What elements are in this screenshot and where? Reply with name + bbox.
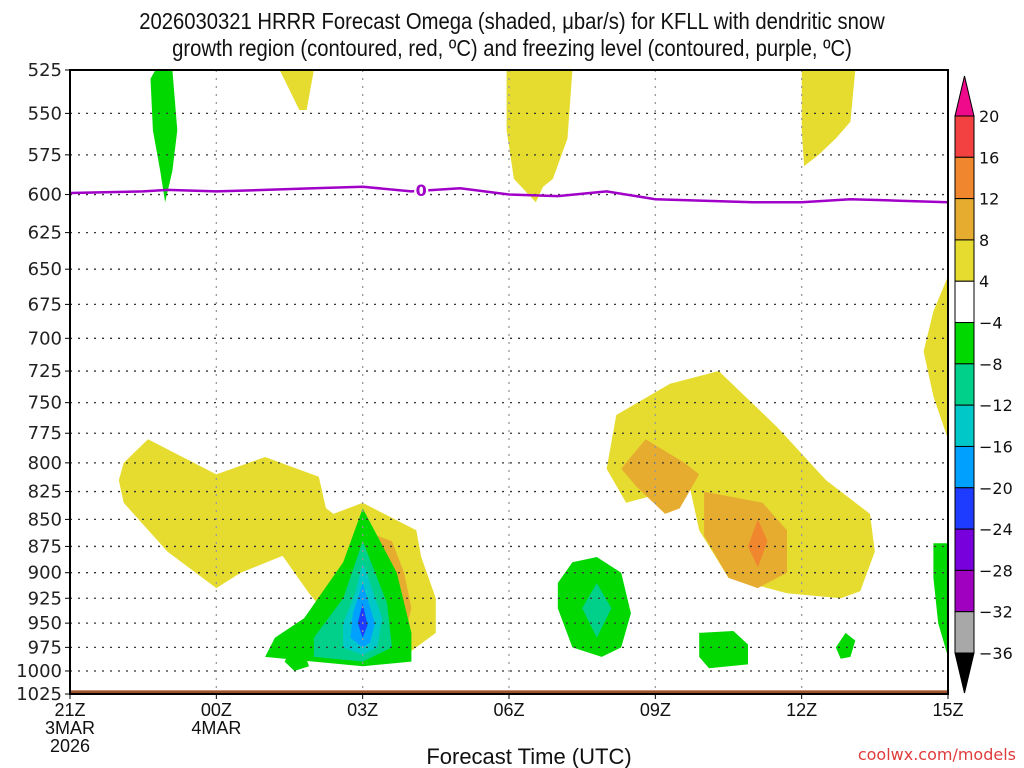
colorbar-bin	[954, 528, 975, 571]
y-tick-label: 650	[28, 259, 62, 280]
colorbar-bin	[954, 487, 975, 530]
freezing-level-label: 0	[416, 181, 427, 200]
colorbar-bin	[954, 115, 975, 158]
colorbar-label: 12	[979, 190, 999, 209]
colorbar-min-arrow	[954, 652, 975, 694]
y-tick-label: 725	[28, 361, 62, 382]
chart-title-line-1: 2026030321 HRRR Forecast Omega (shaded, …	[139, 8, 885, 34]
colorbar-bin	[954, 445, 975, 489]
colorbar-label: −12	[979, 396, 1013, 415]
y-axis: 525 550 575 600 625 650 675 700 725 750 775 800 825 8…	[16, 60, 70, 705]
x-axis-label: Forecast Time (UTC)	[426, 744, 631, 768]
x-tick-label: 09Z	[640, 700, 671, 720]
omega-region	[699, 631, 748, 669]
y-tick-label: 1000	[16, 661, 62, 682]
colorbar-bin	[954, 156, 975, 200]
y-tick-label: 675	[28, 294, 62, 315]
colorbar-label: 16	[979, 148, 999, 167]
x-tick-label: 12Z	[786, 700, 817, 720]
y-tick-label: 800	[28, 453, 62, 474]
omega-region	[933, 543, 948, 657]
colorbar-max-arrow	[954, 75, 975, 117]
colorbar-bin	[954, 198, 975, 241]
freezing-level-label-bg	[414, 180, 429, 199]
colorbar-label: −36	[979, 644, 1013, 663]
y-tick-label: 900	[28, 563, 62, 584]
colorbar-label: −28	[979, 561, 1013, 580]
colorbar-bin	[954, 280, 975, 324]
y-tick-label: 550	[28, 103, 62, 124]
chart-title: 2026030321 HRRR Forecast Omega (shaded, …	[61, 8, 962, 62]
chart-title-line-2: growth region (contoured, red, ºC) and f…	[172, 35, 852, 61]
colorbar-bin	[954, 404, 975, 447]
x-tick-label: 03Z	[347, 700, 378, 720]
freezing-level-line	[69, 185, 949, 204]
x-tick-label: 3MAR	[45, 718, 95, 738]
colorbar: 20 16 12 8 4 −4 −8 −12 −16 −20 −24 −28 −32 −36	[954, 75, 1013, 694]
x-tick-label: 06Z	[493, 700, 524, 720]
omega-region	[279, 70, 314, 110]
freezing-level-contour: 0	[69, 180, 949, 204]
colorbar-bin	[954, 322, 975, 365]
colorbar-label: 4	[979, 272, 989, 291]
colorbar-label: −8	[979, 355, 1003, 374]
omega-region	[748, 519, 768, 568]
x-tick-label: 2026	[50, 736, 90, 756]
y-tick-label: 875	[28, 536, 62, 557]
x-tick-label: 00Z	[201, 700, 232, 720]
colorbar-bin	[954, 363, 975, 406]
colorbar-bin	[954, 569, 975, 613]
y-tick-label: 700	[28, 328, 62, 349]
omega-region	[801, 70, 856, 167]
omega-region	[506, 70, 573, 203]
omega-region	[606, 371, 875, 599]
colorbar-label: 8	[979, 231, 989, 250]
colorbar-label: −24	[979, 520, 1013, 539]
y-tick-label: 950	[28, 613, 62, 634]
terrain-layer	[70, 690, 948, 694]
omega-region	[835, 632, 856, 659]
omega-region	[923, 276, 948, 440]
y-tick-label: 1025	[16, 684, 62, 705]
colorbar-label: −20	[979, 479, 1013, 498]
y-tick-label: 600	[28, 185, 62, 206]
colorbar-label: −4	[979, 314, 1003, 333]
omega-region	[621, 439, 700, 514]
omega-region	[150, 70, 178, 203]
y-tick-label: 825	[28, 482, 62, 503]
omega-region	[284, 642, 309, 671]
x-tick-label: 21Z	[54, 700, 85, 720]
x-tick-label: 4MAR	[191, 718, 241, 738]
y-tick-label: 575	[28, 145, 62, 166]
omega-region	[704, 491, 787, 589]
omega-region	[582, 583, 612, 638]
colorbar-bin	[954, 239, 975, 282]
grid-lines	[70, 70, 948, 694]
y-tick-label: 775	[28, 423, 62, 444]
x-tick-label: 15Z	[932, 700, 963, 720]
terrain-band	[70, 690, 948, 694]
credit-text: coolwx.com/models	[858, 745, 1016, 764]
omega-region	[357, 603, 368, 638]
y-tick-label: 925	[28, 588, 62, 609]
colorbar-label: −16	[979, 437, 1013, 456]
y-tick-label: 975	[28, 637, 62, 658]
colorbar-label: −32	[979, 603, 1013, 622]
colorbar-bin	[954, 611, 975, 654]
y-tick-label: 625	[28, 223, 62, 244]
omega-shaded-regions	[118, 70, 948, 671]
colorbar-label: 20	[979, 107, 999, 126]
y-tick-label: 750	[28, 393, 62, 414]
y-tick-label: 850	[28, 509, 62, 530]
y-tick-label: 525	[28, 60, 62, 81]
